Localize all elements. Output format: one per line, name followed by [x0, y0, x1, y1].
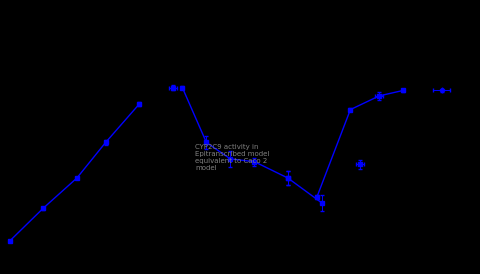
Text: CYP2C9 activity in
Epitranscribed model
equivalent to Caco 2
model: CYP2C9 activity in Epitranscribed model … — [195, 144, 269, 171]
